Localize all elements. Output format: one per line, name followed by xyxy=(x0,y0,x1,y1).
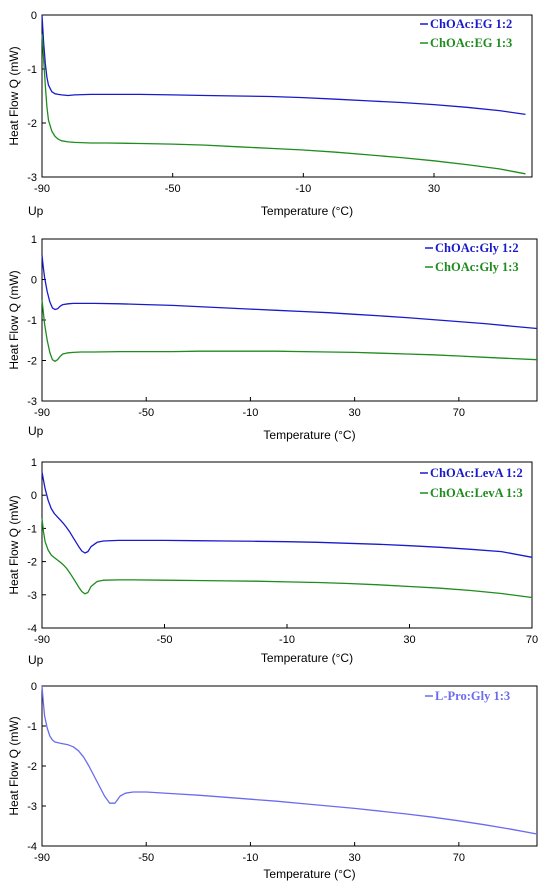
legend-entry: ChOAc:Gly 1:2 xyxy=(435,241,519,255)
up-direction-label: Up xyxy=(28,653,44,667)
x-tick-label: -10 xyxy=(279,634,295,646)
y-tick-label: -1 xyxy=(27,64,37,76)
x-tick-label: -10 xyxy=(242,852,258,864)
x-tick-label: -90 xyxy=(34,852,50,864)
series-line-2 xyxy=(41,33,526,175)
x-tick-label: -50 xyxy=(157,634,173,646)
x-tick-label: -10 xyxy=(295,183,311,195)
plot-frame xyxy=(41,14,533,178)
x-tick-label: 70 xyxy=(453,852,465,864)
legend-entry: ChOAc:Gly 1:3 xyxy=(435,260,519,274)
y-tick-label: 1 xyxy=(31,457,37,469)
x-tick-label: -90 xyxy=(34,183,50,195)
up-direction-label: Up xyxy=(28,424,44,438)
x-tick-label: 30 xyxy=(349,852,361,864)
x-axis-label: Temperature (°C) xyxy=(261,651,353,665)
legend-entry: ChOAc:EG 1:3 xyxy=(430,36,512,50)
y-tick-label: -1 xyxy=(27,721,37,733)
y-tick-label: 0 xyxy=(31,490,37,502)
x-axis-label: Temperature (°C) xyxy=(261,204,353,218)
series-line-1 xyxy=(41,255,538,330)
y-tick-label: 0 xyxy=(31,275,37,287)
series-line-2 xyxy=(41,518,533,599)
y-tick-label: -4 xyxy=(27,841,37,853)
x-tick-label: -50 xyxy=(165,183,181,195)
legend-entry: ChOAc:LevA 1:3 xyxy=(430,486,523,500)
series-line-2 xyxy=(41,299,538,362)
x-tick-label: -10 xyxy=(242,407,258,419)
y-tick-label: 1 xyxy=(31,234,37,246)
x-tick-label: 30 xyxy=(428,183,440,195)
x-tick-label: -90 xyxy=(34,407,50,419)
x-tick-label: 70 xyxy=(453,407,465,419)
y-tick-label: -3 xyxy=(27,590,37,602)
x-tick-label: -90 xyxy=(34,634,50,646)
legend-entry: ChOAc:LevA 1:2 xyxy=(430,466,523,480)
x-tick-label: 30 xyxy=(349,407,361,419)
y-axis-label: Heat Flow Q (mW) xyxy=(7,716,21,815)
y-tick-label: -3 xyxy=(27,396,37,408)
y-tick-label: -3 xyxy=(27,172,37,184)
y-tick-label: -2 xyxy=(27,557,37,569)
series-line-1 xyxy=(41,471,533,558)
y-axis-label: Heat Flow Q (mW) xyxy=(7,270,21,369)
series-line-1 xyxy=(41,14,526,116)
x-axis-label: Temperature (°C) xyxy=(263,867,355,881)
y-tick-label: -4 xyxy=(27,623,37,635)
y-tick-label: -1 xyxy=(27,523,37,535)
legend-entry: L-Pro:Gly 1:3 xyxy=(435,689,510,703)
up-direction-label: Up xyxy=(28,204,44,218)
x-tick-label: 30 xyxy=(403,634,415,646)
y-tick-label: -1 xyxy=(27,315,37,327)
y-tick-label: 0 xyxy=(31,10,37,22)
y-tick-label: 0 xyxy=(31,681,37,693)
y-axis-label: Heat Flow Q (mW) xyxy=(7,46,21,145)
x-tick-label: -50 xyxy=(138,407,154,419)
series-line-1 xyxy=(41,685,538,835)
y-axis-label: Heat Flow Q (mW) xyxy=(7,495,21,594)
y-tick-label: -2 xyxy=(27,761,37,773)
y-tick-label: -3 xyxy=(27,801,37,813)
legend-entry: ChOAc:EG 1:2 xyxy=(430,17,512,31)
x-tick-label: 70 xyxy=(526,634,538,646)
y-tick-label: -2 xyxy=(27,118,37,130)
x-tick-label: -50 xyxy=(138,852,154,864)
y-tick-label: -2 xyxy=(27,356,37,368)
x-axis-label: Temperature (°C) xyxy=(263,428,355,442)
